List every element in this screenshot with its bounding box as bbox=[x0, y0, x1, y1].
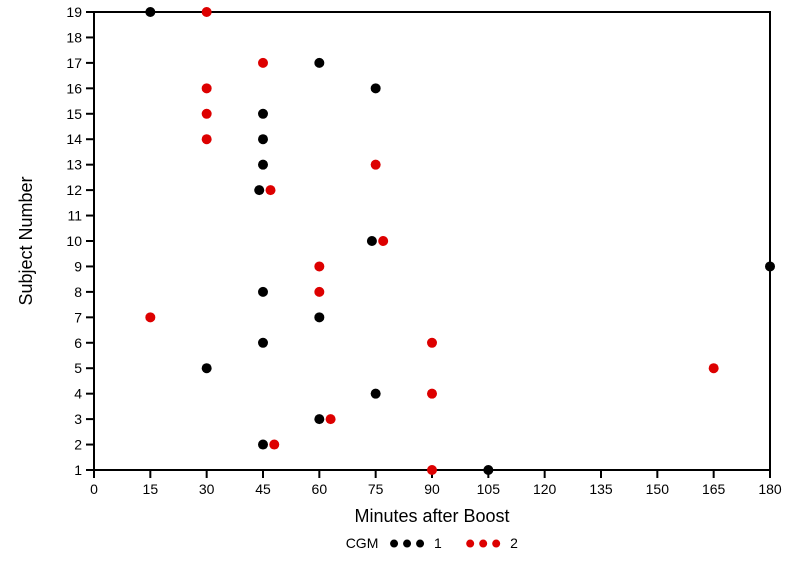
data-point bbox=[314, 414, 324, 424]
y-tick-label: 19 bbox=[66, 4, 82, 20]
y-axis-title: Subject Number bbox=[16, 176, 36, 305]
y-tick-label: 7 bbox=[74, 309, 82, 325]
x-axis-title: Minutes after Boost bbox=[354, 506, 509, 526]
data-point bbox=[371, 83, 381, 93]
x-tick-label: 0 bbox=[90, 481, 98, 497]
data-point bbox=[202, 363, 212, 373]
x-tick-label: 165 bbox=[702, 481, 726, 497]
x-tick-label: 45 bbox=[255, 481, 271, 497]
legend-label: 2 bbox=[510, 535, 518, 551]
data-point bbox=[371, 160, 381, 170]
legend-marker-icon bbox=[492, 540, 500, 548]
data-point bbox=[266, 185, 276, 195]
data-point bbox=[427, 389, 437, 399]
x-tick-label: 90 bbox=[424, 481, 440, 497]
data-point bbox=[378, 236, 388, 246]
data-point bbox=[202, 83, 212, 93]
data-point bbox=[314, 312, 324, 322]
y-tick-label: 2 bbox=[74, 437, 82, 453]
data-point bbox=[314, 287, 324, 297]
legend-marker-icon bbox=[479, 540, 487, 548]
x-tick-label: 30 bbox=[199, 481, 215, 497]
data-point bbox=[314, 58, 324, 68]
y-tick-label: 11 bbox=[67, 208, 82, 224]
y-tick-label: 12 bbox=[66, 182, 82, 198]
legend-marker-icon bbox=[403, 540, 411, 548]
x-tick-label: 60 bbox=[312, 481, 328, 497]
y-tick-label: 15 bbox=[66, 106, 82, 122]
y-tick-label: 3 bbox=[74, 411, 82, 427]
y-tick-label: 17 bbox=[66, 55, 82, 71]
y-tick-label: 9 bbox=[74, 258, 82, 274]
y-tick-label: 8 bbox=[74, 284, 82, 300]
data-point bbox=[258, 160, 268, 170]
y-tick-label: 6 bbox=[74, 335, 82, 351]
data-point bbox=[326, 414, 336, 424]
data-point bbox=[427, 338, 437, 348]
data-point bbox=[314, 261, 324, 271]
data-point bbox=[427, 465, 437, 475]
legend-title: CGM bbox=[346, 535, 379, 551]
y-tick-label: 1 bbox=[74, 462, 82, 478]
x-tick-label: 150 bbox=[646, 481, 670, 497]
scatter-chart: 0153045607590105120135150165180123456789… bbox=[0, 0, 787, 564]
data-point bbox=[258, 134, 268, 144]
data-point bbox=[367, 236, 377, 246]
data-point bbox=[258, 440, 268, 450]
x-tick-label: 135 bbox=[589, 481, 613, 497]
x-tick-label: 15 bbox=[143, 481, 159, 497]
data-point bbox=[145, 312, 155, 322]
legend-marker-icon bbox=[416, 540, 424, 548]
data-point bbox=[258, 109, 268, 119]
data-point bbox=[709, 363, 719, 373]
data-point bbox=[483, 465, 493, 475]
data-point bbox=[202, 134, 212, 144]
data-point bbox=[145, 7, 155, 17]
y-tick-label: 5 bbox=[74, 360, 82, 376]
chart-bg bbox=[0, 0, 787, 564]
data-point bbox=[202, 7, 212, 17]
legend-label: 1 bbox=[434, 535, 442, 551]
y-tick-label: 13 bbox=[66, 157, 82, 173]
y-tick-label: 4 bbox=[74, 386, 82, 402]
y-tick-label: 10 bbox=[66, 233, 82, 249]
y-tick-label: 18 bbox=[66, 29, 82, 45]
x-tick-label: 120 bbox=[533, 481, 557, 497]
chart-container: 0153045607590105120135150165180123456789… bbox=[0, 0, 787, 564]
data-point bbox=[254, 185, 264, 195]
y-tick-label: 16 bbox=[66, 80, 82, 96]
x-tick-label: 180 bbox=[758, 481, 782, 497]
legend-marker-icon bbox=[466, 540, 474, 548]
data-point bbox=[258, 287, 268, 297]
y-tick-label: 14 bbox=[66, 131, 82, 147]
legend-marker-icon bbox=[390, 540, 398, 548]
x-tick-label: 75 bbox=[368, 481, 384, 497]
data-point bbox=[202, 109, 212, 119]
data-point bbox=[371, 389, 381, 399]
x-tick-label: 105 bbox=[477, 481, 501, 497]
data-point bbox=[258, 58, 268, 68]
data-point bbox=[269, 440, 279, 450]
data-point bbox=[258, 338, 268, 348]
data-point bbox=[765, 261, 775, 271]
